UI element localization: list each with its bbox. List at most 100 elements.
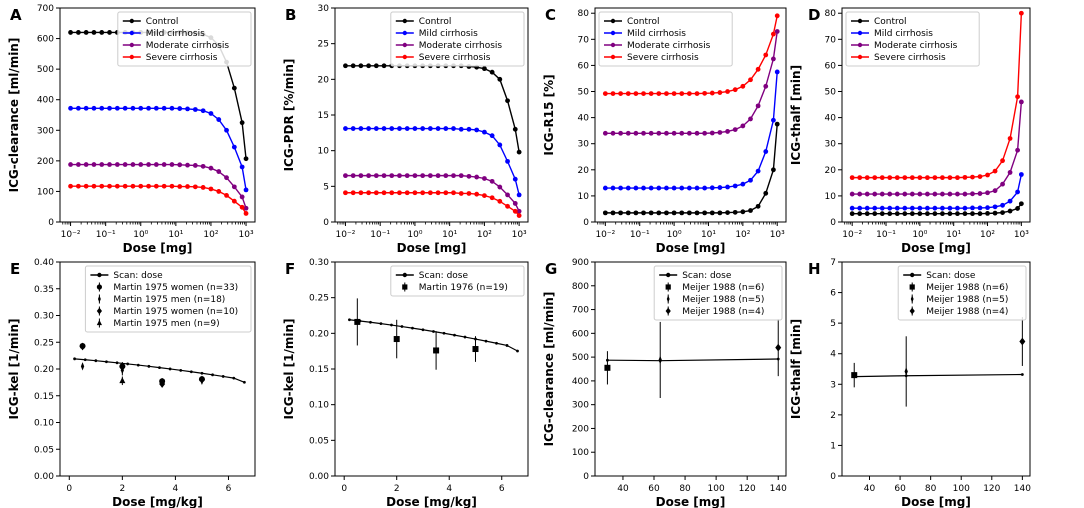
series-line bbox=[605, 71, 778, 189]
y-tick-label: 100 bbox=[37, 187, 54, 197]
data-point bbox=[671, 210, 677, 216]
y-tick-label: 5 bbox=[323, 182, 329, 192]
scan-point bbox=[242, 380, 246, 384]
legend-box bbox=[845, 11, 980, 67]
y-tick-label: 800 bbox=[572, 282, 589, 292]
panel-letter: G bbox=[545, 260, 557, 278]
x-tick-label: 120 bbox=[983, 484, 1000, 494]
y-tick-label: 0.00 bbox=[309, 472, 329, 482]
data-point bbox=[962, 205, 968, 211]
data-point bbox=[610, 130, 616, 136]
data-point bbox=[610, 91, 616, 96]
data-point bbox=[872, 205, 878, 211]
data-point bbox=[1018, 172, 1024, 177]
scan-point bbox=[505, 344, 509, 347]
data-point bbox=[435, 173, 441, 179]
data-point bbox=[427, 190, 433, 196]
y-tick-label: 2 bbox=[830, 411, 836, 421]
data-point bbox=[717, 130, 723, 135]
y-tick-label: 0.15 bbox=[309, 365, 329, 375]
data-point bbox=[955, 191, 960, 197]
data-point bbox=[420, 126, 426, 131]
legend-swatch-marker bbox=[666, 295, 670, 303]
data-point bbox=[902, 211, 908, 217]
data-point bbox=[239, 164, 245, 170]
data-point bbox=[879, 205, 885, 211]
data-point bbox=[231, 144, 237, 150]
y-tick-label: 200 bbox=[572, 424, 589, 434]
legend-box bbox=[117, 11, 252, 67]
data-point bbox=[481, 129, 487, 135]
data-marker bbox=[775, 343, 782, 352]
legend-swatch-marker bbox=[402, 284, 408, 290]
x-tick-label: 4 bbox=[173, 484, 179, 494]
y-tick-label: 40 bbox=[825, 114, 837, 124]
legend-label: Mild cirrhosis bbox=[627, 29, 686, 39]
panel-f: F 0.00 0.05 0.10 0.15 0.20 0.25 0.30 0 2 4 6 Dose [m… bbox=[282, 258, 529, 508]
data-point bbox=[679, 91, 685, 96]
data-point bbox=[497, 184, 503, 190]
x-tick-label: 10⁻² bbox=[595, 230, 615, 240]
data-point bbox=[466, 191, 472, 196]
data-point bbox=[512, 208, 518, 214]
data-point bbox=[887, 175, 893, 181]
data-point bbox=[771, 117, 776, 123]
data-point bbox=[389, 173, 395, 179]
scan-point bbox=[147, 364, 151, 368]
data-point bbox=[122, 105, 128, 111]
data-point bbox=[725, 129, 730, 134]
data-point bbox=[664, 185, 669, 191]
scan-point bbox=[211, 373, 214, 377]
data-point bbox=[443, 126, 449, 131]
data-point bbox=[962, 191, 968, 197]
y-tick-label: 0 bbox=[323, 218, 329, 228]
data-point bbox=[350, 173, 356, 179]
x-tick-label: 2 bbox=[119, 484, 125, 494]
x-tick-label: 10⁰ bbox=[407, 230, 422, 240]
scan-point bbox=[495, 341, 498, 345]
legend-label: Control bbox=[627, 17, 660, 27]
legend-swatch-marker bbox=[402, 54, 407, 60]
data-point bbox=[200, 185, 206, 190]
panel-letter: B bbox=[285, 6, 296, 24]
data-point bbox=[872, 211, 878, 217]
data-point bbox=[977, 205, 983, 211]
data-point bbox=[75, 30, 81, 35]
data-point bbox=[947, 191, 953, 197]
data-point bbox=[397, 126, 402, 131]
data-point bbox=[99, 183, 105, 189]
data-point bbox=[664, 210, 669, 216]
data-point bbox=[146, 183, 151, 189]
scan-point bbox=[200, 371, 204, 375]
data-point bbox=[992, 188, 998, 194]
data-point bbox=[656, 210, 662, 216]
data-point bbox=[725, 184, 730, 190]
data-point bbox=[420, 173, 426, 179]
data-point bbox=[763, 52, 769, 58]
legend-swatch-marker bbox=[129, 18, 134, 24]
data-point bbox=[343, 63, 348, 69]
x-tick-label: 80 bbox=[925, 484, 937, 494]
data-point bbox=[694, 130, 700, 136]
x-axis-label: Dose [mg/kg] bbox=[386, 495, 477, 508]
data-point bbox=[917, 211, 923, 217]
data-point bbox=[774, 13, 780, 19]
y-tick-label: 20 bbox=[825, 166, 837, 176]
data-point bbox=[940, 211, 945, 217]
data-point bbox=[1007, 208, 1013, 214]
x-axis-label: Dose [mg] bbox=[656, 241, 726, 255]
legend-label: Martin 1975 women (n=33) bbox=[113, 283, 238, 293]
data-point bbox=[451, 173, 456, 179]
data-point bbox=[932, 205, 938, 211]
data-point bbox=[458, 191, 464, 196]
series-line bbox=[345, 65, 520, 153]
legend-swatch-marker bbox=[129, 30, 134, 36]
legend-box bbox=[897, 265, 1027, 321]
data-point bbox=[68, 183, 73, 189]
legend-box bbox=[390, 11, 525, 67]
data-point bbox=[107, 162, 112, 167]
legend-label: Meijer 1988 (n=5) bbox=[682, 295, 764, 305]
data-point bbox=[671, 91, 677, 96]
x-tick-label: 0 bbox=[66, 484, 72, 494]
y-tick-label: 0.25 bbox=[34, 338, 54, 348]
